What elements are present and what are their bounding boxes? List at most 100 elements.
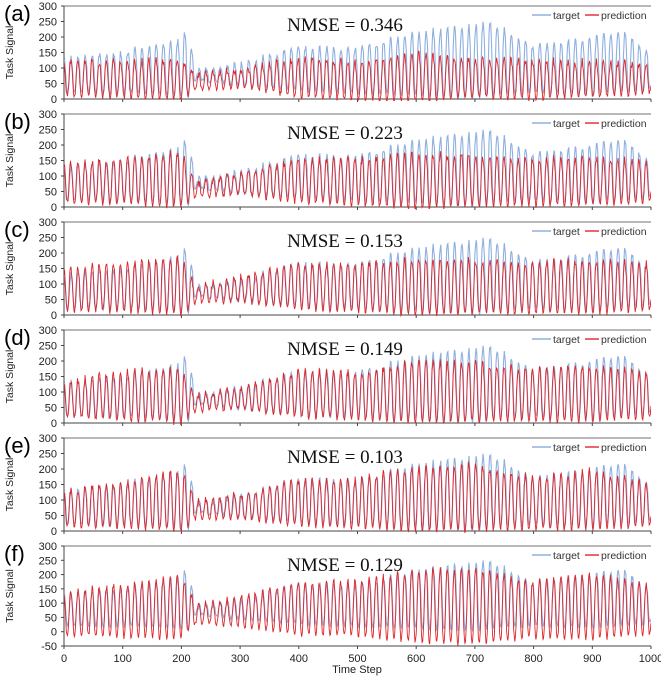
y-tick-label: 300 xyxy=(39,541,57,553)
panel-letter: (d) xyxy=(4,325,31,350)
y-tick-label: 250 xyxy=(39,341,57,353)
y-tick-label: 200 xyxy=(39,356,57,368)
y-axis-label: Task Signal xyxy=(4,458,16,512)
x-tick-label: 500 xyxy=(348,653,366,665)
nmse-annotation: NMSE = 0.149 xyxy=(287,339,403,360)
y-tick-label: 150 xyxy=(39,156,57,168)
y-tick-label: 100 xyxy=(39,387,57,399)
prediction-series-line xyxy=(64,150,651,209)
y-tick-label: 200 xyxy=(39,570,57,582)
chart-panel-e: 0 50 100 150 200 250 300 Task Signal(e) NMSE = 0… xyxy=(4,433,652,538)
nmse-annotation: NMSE = 0.103 xyxy=(287,447,403,468)
x-tick-label: 900 xyxy=(583,653,601,665)
chart-panel-c: 0 50 100 150 200 250 300 Task Signal(c) NMSE = 0… xyxy=(4,217,652,322)
x-tick-label: 700 xyxy=(466,653,484,665)
legend-prediction-label: prediction xyxy=(601,550,647,562)
legend-prediction-label: prediction xyxy=(601,226,647,238)
panel-letter: (b) xyxy=(4,109,31,134)
series-group xyxy=(64,345,651,425)
y-tick-label: 200 xyxy=(39,32,57,44)
x-tick-label: 400 xyxy=(290,653,308,665)
legend-prediction-label: prediction xyxy=(601,442,647,454)
y-tick-label: 50 xyxy=(45,295,57,307)
series-group xyxy=(64,129,651,209)
chart-panel-b: 0 50 100 150 200 250 300 Task Signal(b) NMSE = 0… xyxy=(4,109,652,214)
prediction-series-line xyxy=(64,359,651,425)
legend-target-label: target xyxy=(553,226,580,238)
legend-target-label: target xyxy=(553,10,580,22)
y-tick-label: 300 xyxy=(39,433,57,445)
x-tick-label: 200 xyxy=(172,653,190,665)
legend-target-label: target xyxy=(553,550,580,562)
y-tick-label: 100 xyxy=(39,495,57,507)
y-tick-label: 250 xyxy=(39,233,57,245)
y-tick-label: 200 xyxy=(39,464,57,476)
y-tick-label: 200 xyxy=(39,140,57,152)
y-axis-label: Task Signal xyxy=(4,242,16,296)
series-group xyxy=(64,453,651,533)
legend-prediction-label: prediction xyxy=(601,10,647,22)
y-tick-label: 100 xyxy=(39,63,57,75)
legend-target-label: target xyxy=(553,442,580,454)
prediction-series-line xyxy=(64,566,651,646)
y-tick-label: 50 xyxy=(45,612,57,624)
y-tick-label: 0 xyxy=(51,418,57,430)
y-tick-label: 0 xyxy=(51,202,57,214)
y-tick-label: 0 xyxy=(51,310,57,322)
chart-panel-a: 0 50 100 150 200 250 300 Task Signal(a) NMSE = 0… xyxy=(4,1,652,106)
y-tick-label: 250 xyxy=(39,449,57,461)
y-tick-label: 150 xyxy=(39,584,57,596)
nmse-annotation: NMSE = 0.153 xyxy=(287,231,403,252)
y-tick-label: 300 xyxy=(39,1,57,13)
y-tick-label: 250 xyxy=(39,125,57,137)
nmse-annotation: NMSE = 0.346 xyxy=(287,15,403,36)
legend-prediction-label: prediction xyxy=(601,334,647,346)
legend-target-label: target xyxy=(553,334,580,346)
legend-target-label: target xyxy=(553,118,580,130)
y-axis-label: Task Signal xyxy=(4,569,16,623)
y-tick-label: 200 xyxy=(39,248,57,260)
y-tick-label: 150 xyxy=(39,372,57,384)
y-axis-label: Task Signal xyxy=(4,134,16,188)
x-tick-label: 1000 xyxy=(639,653,661,665)
panel-letter: (e) xyxy=(4,433,31,458)
prediction-series-line xyxy=(64,50,651,101)
chart-panel-d: 0 50 100 150 200 250 300 Task Signal(d) NMSE = 0… xyxy=(4,325,652,430)
y-tick-label: 50 xyxy=(45,403,57,415)
x-tick-label: 100 xyxy=(114,653,132,665)
y-tick-label: 250 xyxy=(39,17,57,29)
y-tick-label: 300 xyxy=(39,109,57,121)
x-tick-label: 300 xyxy=(231,653,249,665)
y-tick-label: 50 xyxy=(45,79,57,91)
x-tick-label: 0 xyxy=(61,653,67,665)
y-tick-label: -50 xyxy=(41,641,57,653)
y-tick-label: 300 xyxy=(39,325,57,337)
prediction-series-line xyxy=(64,255,651,317)
y-tick-label: 100 xyxy=(39,279,57,291)
series-group xyxy=(64,21,651,101)
y-tick-label: 100 xyxy=(39,598,57,610)
y-axis-label: Task Signal xyxy=(4,350,16,404)
panel-letter: (c) xyxy=(4,217,30,242)
y-tick-label: 0 xyxy=(51,526,57,538)
panel-letter: (a) xyxy=(4,1,31,26)
x-tick-label: 800 xyxy=(524,653,542,665)
x-axis-label: Time Step xyxy=(332,664,382,676)
legend-prediction-label: prediction xyxy=(601,118,647,130)
y-tick-label: 0 xyxy=(51,627,57,639)
y-tick-label: 150 xyxy=(39,480,57,492)
prediction-series-line xyxy=(64,461,651,533)
panel-letter: (f) xyxy=(4,541,25,566)
y-tick-label: 50 xyxy=(45,187,57,199)
x-tick-label: 600 xyxy=(407,653,425,665)
nmse-annotation: NMSE = 0.223 xyxy=(287,123,403,144)
series-group xyxy=(64,237,651,317)
y-tick-label: 0 xyxy=(51,94,57,106)
y-axis-label: Task Signal xyxy=(4,26,16,80)
y-tick-label: 150 xyxy=(39,264,57,276)
y-tick-label: 100 xyxy=(39,171,57,183)
y-tick-label: 150 xyxy=(39,48,57,60)
nmse-annotation: NMSE = 0.129 xyxy=(287,555,403,576)
